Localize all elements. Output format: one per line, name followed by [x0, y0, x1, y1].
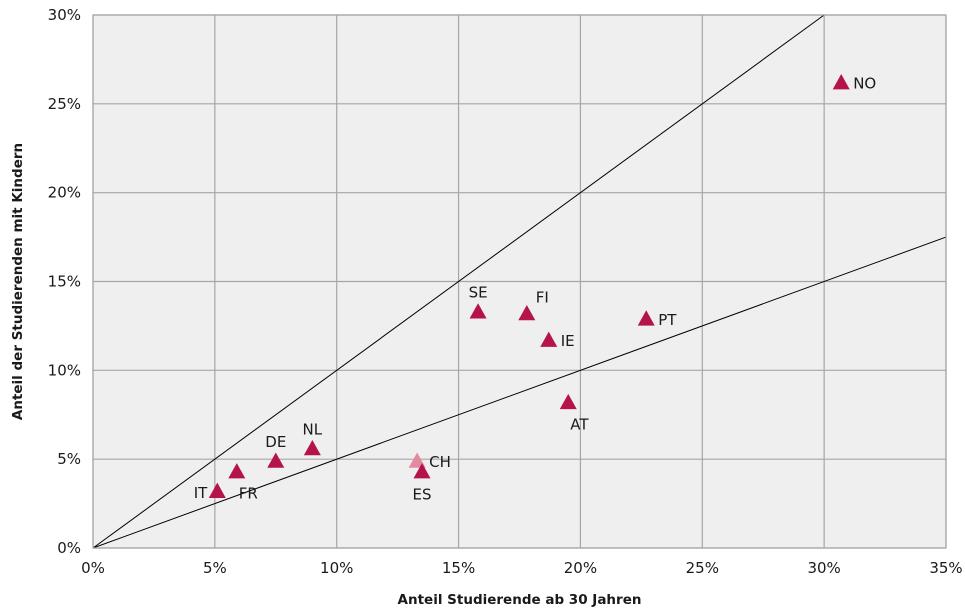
x-axis-title: Anteil Studierende ab 30 Jahren — [398, 592, 642, 608]
y-tick-label: 0% — [57, 539, 81, 557]
data-point-marker — [832, 74, 850, 90]
x-tick-label: 0% — [81, 559, 105, 577]
data-point-marker — [303, 440, 321, 456]
data-point-marker — [540, 331, 558, 347]
data-point-label: ES — [413, 486, 432, 504]
x-tick-label: 20% — [564, 559, 597, 577]
y-tick-label: 30% — [48, 6, 81, 24]
data-point-label: AT — [570, 415, 589, 433]
y-axis-ticks: 0% 5% 10% 15% 20% 25% 30% — [48, 6, 81, 557]
x-tick-label: 15% — [442, 559, 475, 577]
y-tick-label: 15% — [48, 273, 81, 291]
data-point-label: FR — [239, 485, 258, 503]
data-point-marker — [408, 452, 426, 468]
data-point-marker — [208, 482, 226, 498]
data-point-label: PT — [658, 311, 677, 329]
plot-border — [92, 14, 947, 549]
data-point-label: SE — [469, 284, 488, 302]
data-point-label: IT — [194, 484, 208, 502]
data-point-marker — [228, 463, 246, 479]
data-point-label: NO — [853, 75, 876, 93]
data-point-marker — [637, 310, 655, 326]
data-point-marker — [518, 304, 536, 321]
point-labels: IT FR DE NL CH ES SE FI IE AT PT NO — [194, 75, 877, 504]
x-tick-label: 10% — [320, 559, 353, 577]
y-axis-title: Anteil der Studierenden mit Kindern — [10, 143, 26, 420]
reference-lines — [92, 14, 947, 549]
y-tick-label: 25% — [48, 95, 81, 113]
y-tick-label: 10% — [48, 361, 81, 379]
x-tick-label: 35% — [929, 559, 962, 577]
x-tick-label: 25% — [686, 559, 719, 577]
data-point-marker — [559, 393, 577, 410]
x-tick-label: 30% — [807, 559, 840, 577]
data-point-label: NL — [303, 421, 323, 439]
data-point-marker — [469, 303, 487, 319]
y-tick-label: 5% — [57, 450, 81, 468]
x-tick-label: 5% — [203, 559, 227, 577]
data-point-label: DE — [265, 433, 286, 451]
data-points — [208, 74, 850, 498]
x-axis-ticks: 0% 5% 10% 15% 20% 25% 30% 35% — [81, 559, 963, 577]
data-point-label: FI — [536, 288, 549, 306]
data-point-label: IE — [561, 332, 575, 350]
data-point-marker — [413, 463, 431, 479]
reference-line — [92, 236, 947, 549]
reference-line — [92, 14, 825, 549]
data-point-marker — [267, 452, 285, 468]
y-tick-label: 20% — [48, 184, 81, 202]
data-point-label: CH — [429, 453, 451, 471]
